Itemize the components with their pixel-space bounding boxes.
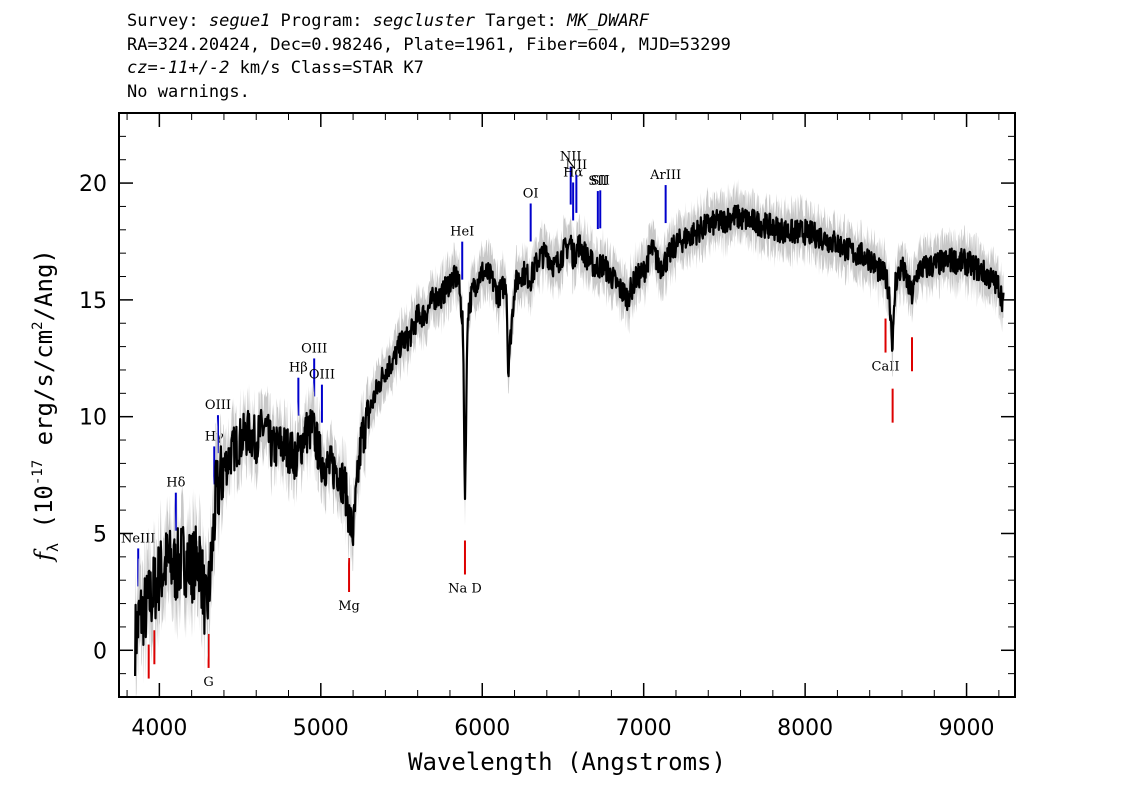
y-tick-label: 0 (93, 639, 107, 664)
minor-ticks (119, 112, 1015, 698)
header-line-coordinates: RA=324.20424, Dec=0.98246, Plate=1961, F… (127, 34, 731, 55)
survey-prefix: Survey: (127, 11, 209, 31)
program-prefix: Program: (270, 11, 373, 31)
header-line-survey: Survey: segue1 Program: segcluster Targe… (127, 10, 731, 34)
y-tick-label: 20 (79, 172, 107, 197)
class-text: km/s Class=STAR K7 (229, 58, 424, 78)
spectral-line-label: Mg (338, 599, 360, 614)
x-tick-label: 6000 (454, 716, 510, 741)
spectral-line-label: OIII (301, 341, 327, 356)
survey-name: segue1 (208, 11, 271, 31)
plot-frame (118, 112, 1016, 698)
y-tick-label: 10 (79, 406, 107, 431)
redshift-value: cz=-11+/-2 (127, 58, 230, 78)
x-tick-label: 9000 (939, 716, 995, 741)
header-line-warnings: No warnings. (127, 81, 250, 102)
spectral-line-label: Hδ (166, 476, 185, 491)
program-name: segcluster (372, 11, 476, 31)
spectral-line-label: SII (591, 173, 610, 188)
spectral-line-label: OIII (309, 368, 335, 383)
spectral-line-label: NII (566, 158, 588, 173)
spectral-line-label: Hα (563, 165, 583, 180)
spectral-line-label: OIII (205, 398, 231, 413)
y-axis-title: fλ (10-17 erg/s/cm2/Ang) (30, 249, 62, 563)
x-tick-label: 7000 (616, 716, 672, 741)
x-tick-label: 4000 (131, 716, 187, 741)
spectral-line-label: ArIII (649, 168, 681, 183)
target-name: MK_DWARF (567, 11, 650, 31)
spectral-line-label: CaII (872, 360, 900, 375)
y-tick-label: 5 (93, 522, 107, 547)
spectral-line-label: Na D (448, 581, 482, 596)
target-prefix: Target: (475, 11, 568, 31)
x-axis-title: Wavelength (Angstroms) (408, 748, 726, 776)
x-tick-label: 8000 (777, 716, 833, 741)
spectral-line-label: OI (523, 186, 539, 201)
spectral-line-label: NII (560, 150, 582, 165)
line-markers: NeIIIHδHγOIIIHβOIIIOIIIHeIOINIIHαNIISIIS… (121, 150, 914, 690)
axis-ticks: 4000 5000 6000 7000 8000 9000 0 5 10 15 20 (79, 113, 1015, 741)
spectral-line-label: HeI (450, 225, 474, 240)
header-line-redshift: cz=-11+/-2 km/s Class=STAR K7 (127, 57, 731, 81)
spectral-line-label: Hγ (205, 429, 224, 444)
x-tick-label: 5000 (293, 716, 349, 741)
y-tick-label: 15 (79, 289, 107, 314)
spectral-line-label: SII (588, 174, 607, 189)
spectrum-header: Survey: segue1 Program: segcluster Targe… (127, 10, 731, 104)
spectral-line-label: G (203, 675, 213, 690)
spectral-line-label: Hβ (289, 361, 308, 376)
flux-series-line (134, 204, 1005, 677)
